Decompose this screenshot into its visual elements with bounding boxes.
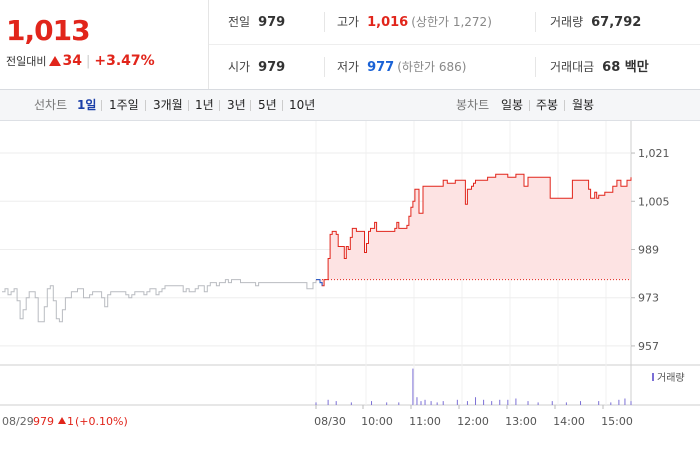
prev-close: 979 bbox=[33, 415, 54, 428]
stat-value: 67,792 bbox=[591, 15, 642, 30]
stat-trade-value: 거래대금 68 백만 bbox=[550, 45, 649, 89]
y-tick-label: 973 bbox=[638, 292, 659, 305]
tab-divider bbox=[529, 100, 530, 111]
x-axis: 08/30 10:00 11:00 12:00 13:00 14:00 15:00 bbox=[314, 405, 633, 428]
prev-day-line bbox=[2, 279, 317, 323]
x-tick-label: 11:00 bbox=[409, 415, 441, 428]
stat-divider bbox=[535, 12, 536, 32]
change-divider: | bbox=[85, 54, 91, 69]
x-tick-label: 13:00 bbox=[505, 415, 537, 428]
stat-divider bbox=[535, 57, 536, 77]
chart-tabs: 선차트 1일 1주일 3개월 1년 3년 5년 10년 봉차트 일봉 주봉 월봉 bbox=[0, 90, 700, 121]
stat-label: 저가 bbox=[337, 60, 360, 74]
tab-daily-candle[interactable]: 일봉 bbox=[501, 98, 524, 112]
up-triangle-icon bbox=[49, 56, 62, 66]
chart-footer: 08/29 979 1 (+0.10%) bbox=[2, 415, 128, 428]
stat-low: 저가 977 (하한가 686) bbox=[337, 45, 466, 89]
tab-divider bbox=[282, 100, 283, 111]
x-tick-label: 10:00 bbox=[361, 415, 393, 428]
y-tick-label: 957 bbox=[638, 340, 659, 353]
volume-legend-label: 거래량 bbox=[657, 372, 685, 384]
tab-1year[interactable]: 1년 bbox=[195, 98, 214, 112]
stat-value: 1,016 bbox=[367, 15, 409, 30]
tab-5year[interactable]: 5년 bbox=[258, 98, 277, 112]
tab-3month[interactable]: 3개월 bbox=[153, 98, 183, 112]
tab-3year[interactable]: 3년 bbox=[227, 98, 246, 112]
change-amount: 34 bbox=[62, 53, 82, 69]
stat-divider bbox=[324, 12, 325, 32]
x-tick-label: 08/30 bbox=[314, 415, 346, 428]
x-tick-label: 15:00 bbox=[601, 415, 633, 428]
stat-value: 979 bbox=[258, 15, 286, 30]
quote-stats: 전일 979 고가 1,016 (상한가 1,272) 거래량 67,792 시가 979… bbox=[209, 0, 700, 89]
y-tick-label: 1,021 bbox=[638, 147, 670, 160]
stat-label: 전일 bbox=[228, 15, 251, 29]
stats-row-2: 시가 979 저가 977 (하한가 686) 거래대금 68 백만 bbox=[209, 45, 700, 89]
current-price: 1,013 bbox=[6, 14, 91, 47]
change-row: 전일대비 34 | +3.47% bbox=[6, 53, 155, 69]
tab-1week[interactable]: 1주일 bbox=[109, 98, 139, 112]
stat-high: 고가 1,016 (상한가 1,272) bbox=[337, 0, 492, 44]
y-axis: 1,021 1,005 989 973 957 bbox=[631, 147, 670, 353]
price-box: 1,013 전일대비 34 | +3.47% bbox=[0, 0, 209, 89]
y-tick-label: 989 bbox=[638, 243, 659, 256]
today-price-line bbox=[316, 173, 632, 287]
stat-prev-close: 전일 979 bbox=[228, 0, 285, 44]
change-percent: +3.47% bbox=[94, 53, 155, 69]
prev-date: 08/29 bbox=[2, 415, 34, 428]
prev-percent: (+0.10%) bbox=[75, 415, 128, 428]
stat-open: 시가 979 bbox=[228, 45, 285, 89]
stat-volume: 거래량 67,792 bbox=[550, 0, 641, 44]
stat-label: 고가 bbox=[337, 15, 360, 29]
tab-divider bbox=[188, 100, 189, 111]
today-below-line bbox=[316, 279, 323, 286]
change-label: 전일대비 bbox=[6, 55, 47, 68]
y-tick-label: 1,005 bbox=[638, 195, 670, 208]
stat-value: 977 bbox=[367, 60, 395, 75]
x-tick-label: 12:00 bbox=[457, 415, 489, 428]
stat-value: 68 백만 bbox=[602, 60, 649, 75]
price-chart: 1,021 1,005 989 973 957 거래량 08/30 10:00 11:00 1… bbox=[0, 121, 700, 428]
stats-row-1: 전일 979 고가 1,016 (상한가 1,272) 거래량 67,792 bbox=[209, 0, 700, 45]
line-chart-label: 선차트 bbox=[34, 98, 68, 112]
upper-limit: (상한가 1,272) bbox=[411, 15, 492, 29]
chart-series bbox=[2, 173, 632, 323]
candle-chart-label: 봉차트 bbox=[456, 98, 490, 112]
quote-header: 1,013 전일대비 34 | +3.47% 전일 979 고가 1,016 (상한가 1,… bbox=[0, 0, 700, 90]
tab-divider bbox=[564, 100, 565, 111]
stat-divider bbox=[324, 57, 325, 77]
stat-label: 거래대금 bbox=[550, 60, 595, 74]
tab-divider bbox=[145, 100, 146, 111]
tab-divider bbox=[219, 100, 220, 111]
tab-divider bbox=[101, 100, 102, 111]
tab-monthly-candle[interactable]: 월봉 bbox=[572, 98, 595, 112]
lower-limit: (하한가 686) bbox=[397, 60, 467, 74]
stat-value: 979 bbox=[258, 60, 286, 75]
today-area-fill bbox=[316, 174, 631, 286]
x-tick-label: 14:00 bbox=[553, 415, 585, 428]
stat-label: 시가 bbox=[228, 60, 251, 74]
stat-label: 거래량 bbox=[550, 15, 584, 29]
tab-weekly-candle[interactable]: 주봉 bbox=[536, 98, 559, 112]
tab-1day[interactable]: 1일 bbox=[77, 98, 97, 112]
prev-up-icon bbox=[58, 417, 66, 424]
prev-change: 1 bbox=[67, 415, 74, 428]
volume-chart: 거래량 bbox=[315, 368, 685, 405]
tab-divider bbox=[250, 100, 251, 111]
volume-legend-icon bbox=[652, 373, 654, 381]
tab-10year[interactable]: 10년 bbox=[289, 98, 316, 112]
